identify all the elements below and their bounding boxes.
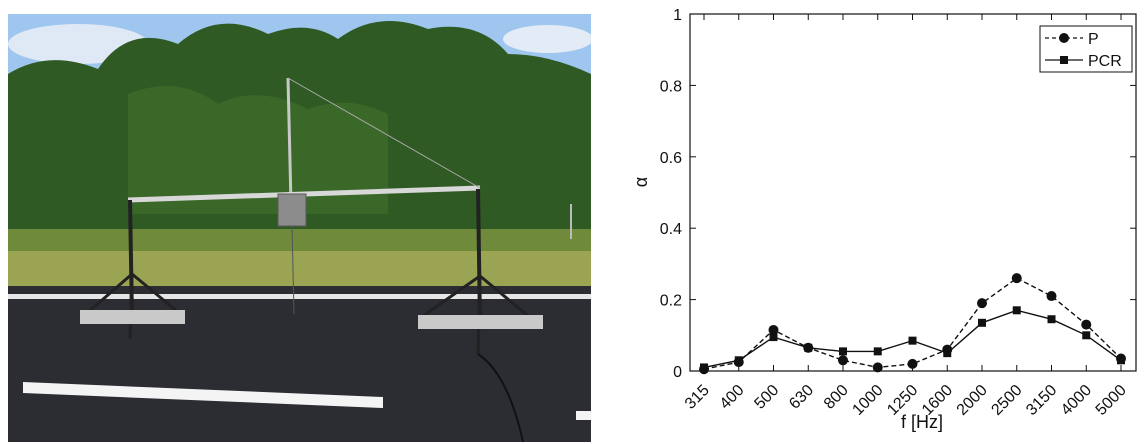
data-point-pcr (978, 318, 986, 327)
x-tick-label: 315 (682, 382, 713, 413)
data-point-pcr (769, 333, 778, 342)
photo-asphalt (8, 286, 591, 442)
photo-road-marking (23, 382, 383, 408)
x-tick-label: 800 (821, 382, 852, 413)
series-line-p (703, 277, 1122, 370)
data-point-p (872, 362, 883, 373)
legend-marker-pcr (1060, 56, 1068, 64)
data-point-p (838, 355, 848, 366)
data-point-pcr (1012, 306, 1021, 315)
x-tick-label: 400 (717, 382, 748, 413)
x-tick-label: 630 (786, 382, 817, 413)
data-point-pcr (943, 349, 952, 358)
data-point-p (977, 298, 987, 309)
series-layer (699, 273, 1126, 375)
photo-edge-line (8, 294, 591, 299)
data-point-p (907, 358, 918, 369)
photo-microphone-box (277, 193, 307, 227)
data-point-pcr (1117, 356, 1125, 365)
legend: P PCR (1039, 25, 1133, 73)
x-tick-label: 1000 (849, 382, 886, 419)
photo-grass-far (8, 229, 591, 251)
photo-trees-highlight (128, 86, 388, 214)
photo-ground-cable (477, 353, 524, 442)
x-tick-label: 3150 (1023, 382, 1060, 419)
data-point-p (768, 324, 779, 335)
y-tick-label: 0 (673, 364, 682, 381)
legend-label-p: P (1088, 31, 1099, 48)
legend-box (1039, 25, 1133, 73)
photo-cable (291, 225, 295, 315)
photo-guy-wire (287, 77, 481, 189)
data-point-p (1011, 273, 1022, 284)
legend-label-pcr: PCR (1088, 53, 1122, 70)
data-point-p (1081, 319, 1092, 330)
data-point-pcr (1047, 315, 1056, 324)
y-axis: 0 0.2 0.4 0.6 0.8 1 (660, 7, 1136, 381)
x-axis-label: f [Hz] (901, 412, 943, 432)
photo-left-base (80, 310, 185, 324)
photo-right-base (418, 315, 543, 329)
y-axis-label: α (631, 177, 651, 187)
photo-cloud (503, 25, 591, 53)
photo-road-marking (576, 411, 591, 420)
y-tick-label: 0.6 (660, 150, 682, 167)
x-axis: 315 400 500 630 8001000125016002000250031504… (682, 14, 1130, 419)
measurement-rig-photo (8, 14, 591, 442)
x-tick-label: 2000 (954, 382, 991, 419)
x-tick-label: 2500 (988, 382, 1025, 419)
x-tick-label: 500 (751, 382, 782, 413)
data-point-pcr (873, 347, 882, 356)
y-tick-label: 0.8 (660, 78, 682, 95)
data-point-pcr (734, 356, 743, 365)
x-tick-label: 4000 (1058, 382, 1095, 419)
absorption-chart: 00.20.40.60.81 315 400 500 630 8001000125016… (631, 7, 1137, 432)
data-point-p (1046, 291, 1057, 302)
x-tick-label: 5000 (1093, 382, 1130, 419)
data-point-pcr (839, 347, 847, 356)
data-point-pcr (1082, 331, 1091, 340)
data-point-pcr (804, 343, 813, 352)
legend-marker-p (1059, 33, 1069, 43)
data-point-pcr (700, 363, 708, 372)
photo-left-tripod (85, 272, 179, 340)
y-tick-label: 0.2 (660, 293, 682, 310)
photo-mast (286, 77, 293, 205)
y-tick-label: 1 (673, 7, 682, 24)
y-tick-label: 0.4 (660, 221, 682, 238)
data-point-pcr (908, 336, 917, 345)
